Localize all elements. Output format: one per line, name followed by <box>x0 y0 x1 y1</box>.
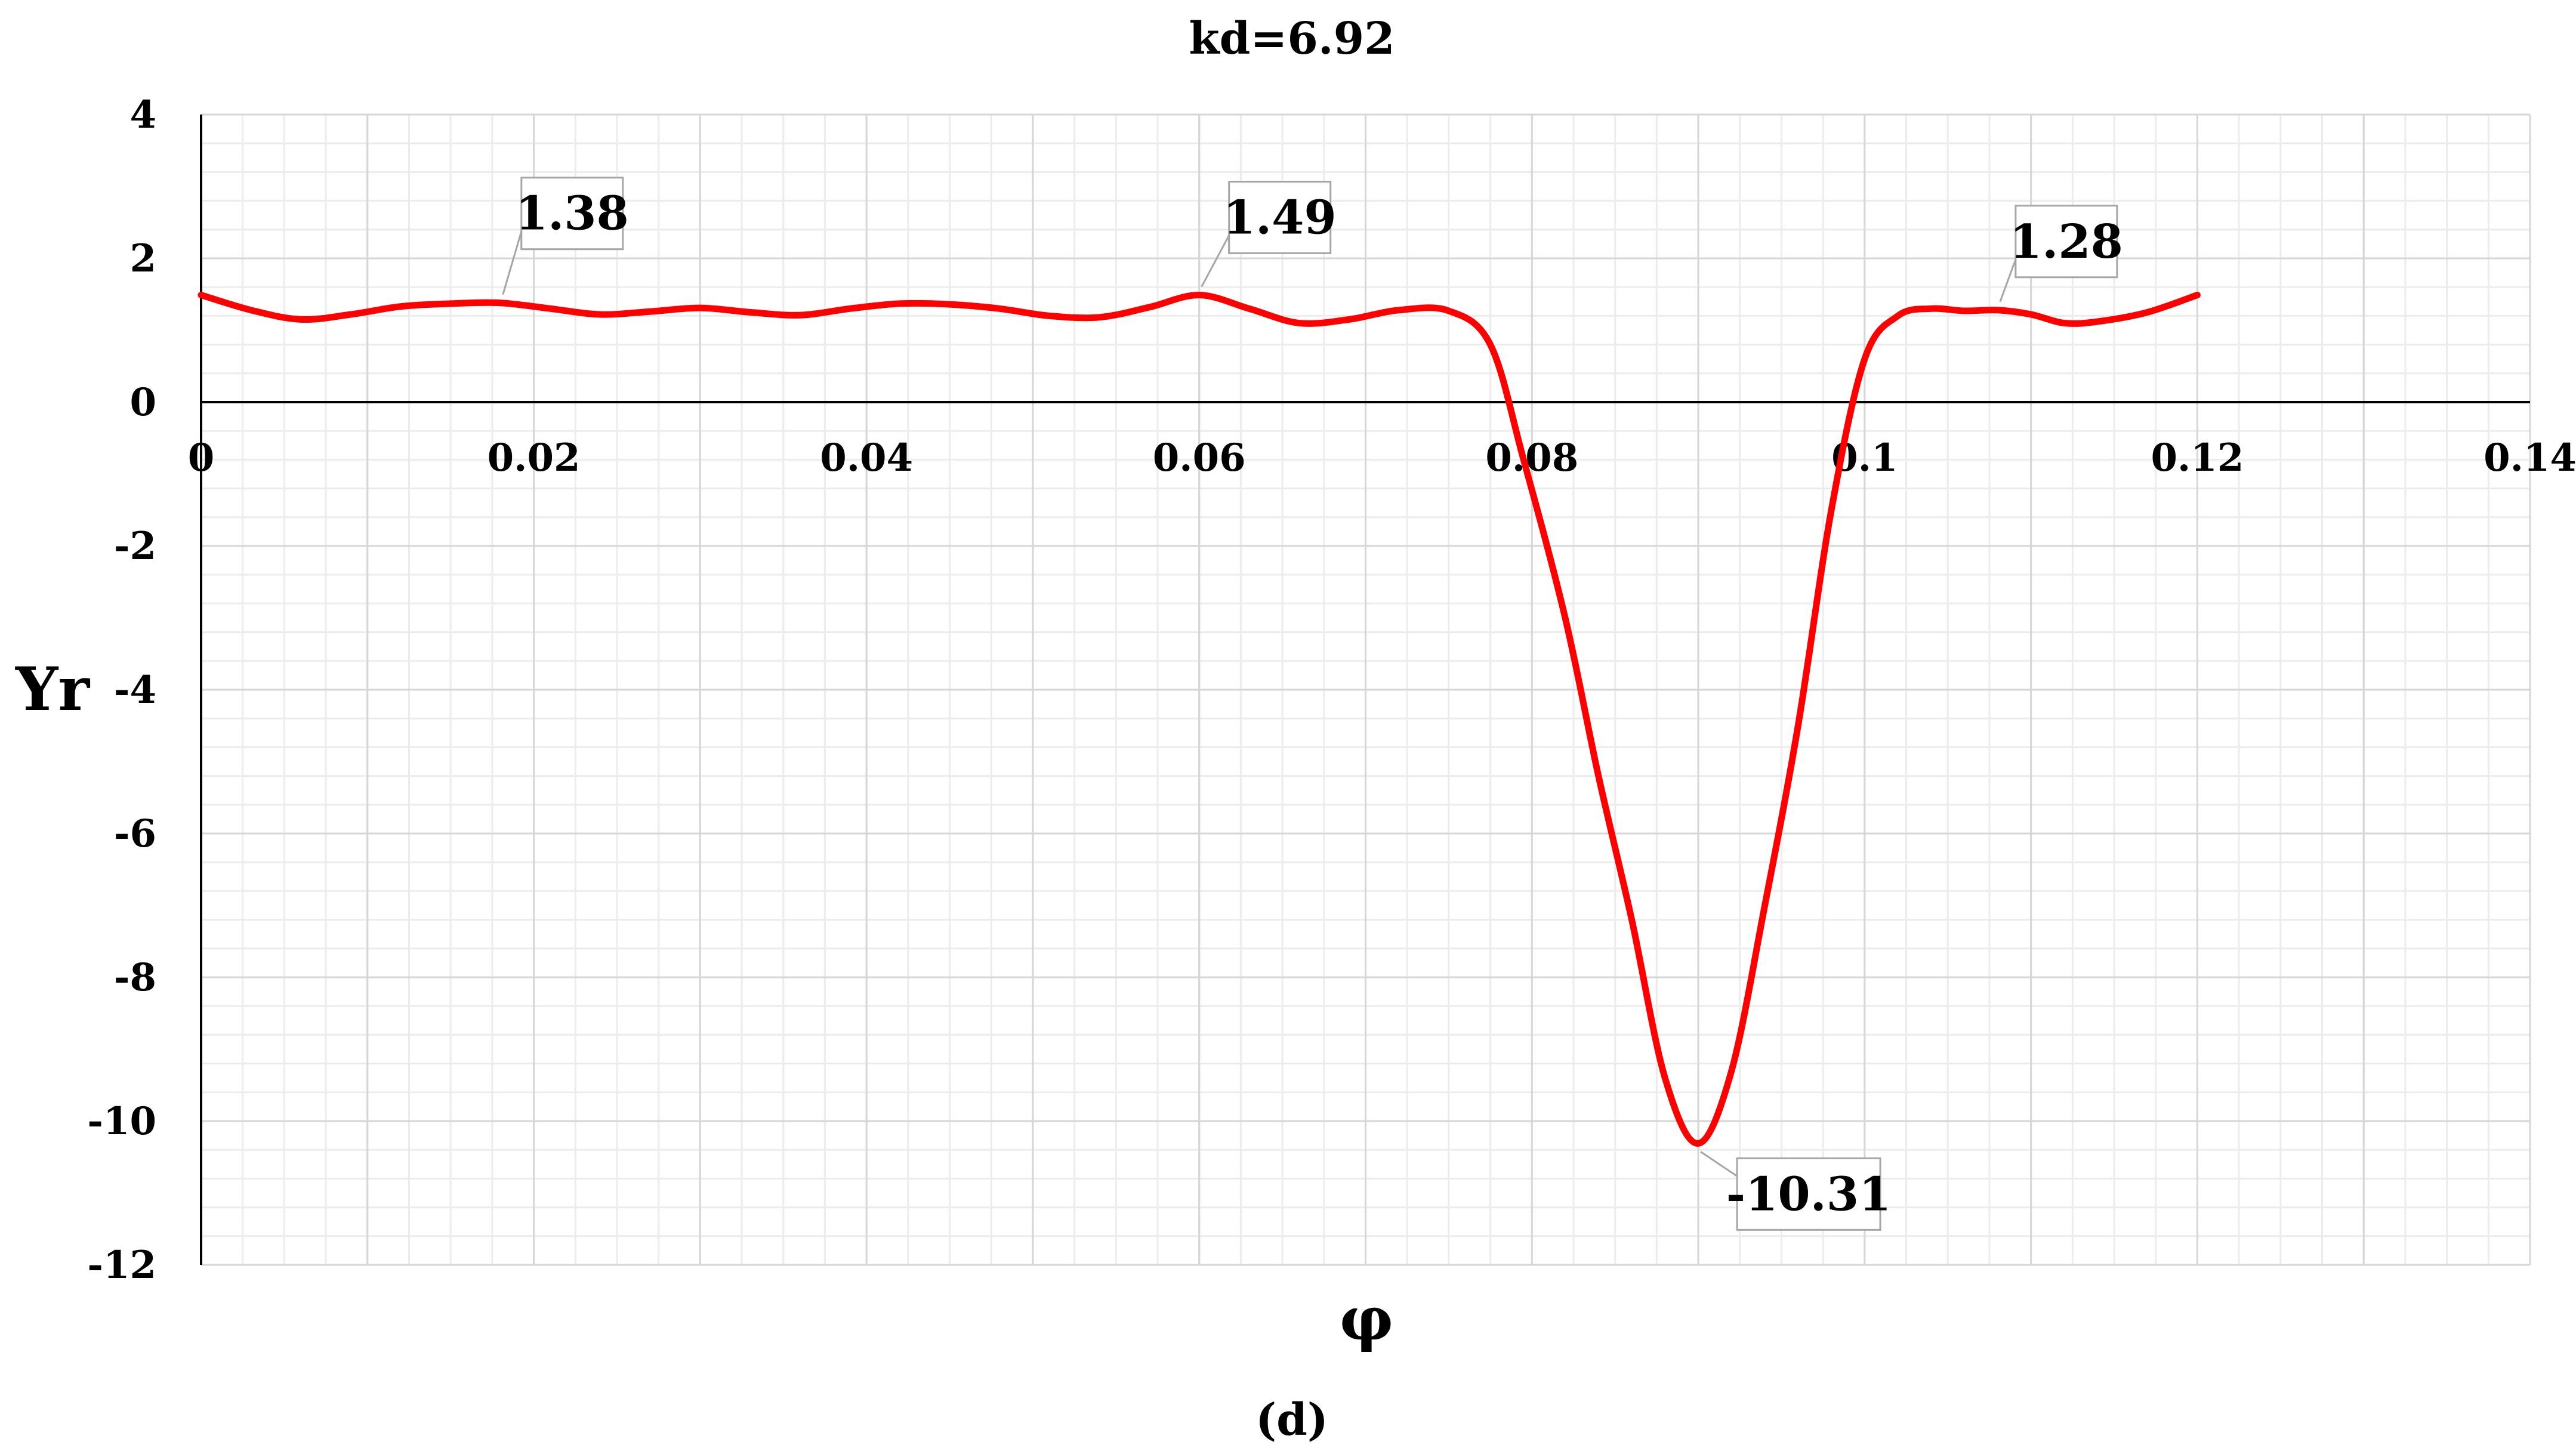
y-tick-label: 4 <box>129 92 156 137</box>
data-label-callout: 1.38 <box>502 177 629 295</box>
grid-layer <box>200 113 2531 1266</box>
x-tick-label: 0.04 <box>820 436 913 480</box>
data-label-callout: 1.28 <box>1999 205 2123 302</box>
tick-labels: 0 0.02 0.04 0.06 0.08 0.1 0.12 0.14420-2-4-6-8-… <box>87 92 2576 1288</box>
data-label: 1.28 <box>2010 215 2123 269</box>
y-tick-label: -10 <box>87 1099 156 1144</box>
data-label-callout: -10.31 <box>1700 1151 1892 1231</box>
y-tick-label: 2 <box>129 236 156 281</box>
series-line <box>198 291 2201 1147</box>
y-tick-label: 0 <box>129 380 156 425</box>
x-tick-label: 0.08 <box>1485 436 1578 480</box>
x-tick-label: 0.14 <box>2484 436 2576 480</box>
y-axis-label: Yr <box>15 654 90 724</box>
callout-box <box>2014 205 2118 279</box>
callout-box <box>520 177 624 251</box>
chart-title: kd=6.92 <box>1189 13 1395 64</box>
y-tick-label: -2 <box>114 524 156 569</box>
y-tick-label: -6 <box>114 811 156 856</box>
x-tick-label: 0 <box>188 436 215 480</box>
series-layer <box>198 291 2201 1147</box>
data-label: 1.49 <box>1223 190 1337 245</box>
data-label-callout: 1.49 <box>1201 180 1337 288</box>
annotations: 1.38 1.49 1.28 -10.31 <box>502 177 2123 1231</box>
y-tick-label: -4 <box>114 668 156 712</box>
x-axis-label: φ <box>1340 1283 1393 1354</box>
x-tick-label: 0.12 <box>2151 436 2244 480</box>
axes-layer <box>200 115 2530 1265</box>
callout-box <box>1228 180 1332 254</box>
y-tick-label: -12 <box>87 1243 156 1288</box>
data-label: 1.38 <box>516 187 629 241</box>
x-tick-label: 0.02 <box>488 436 581 480</box>
x-tick-label: 0.06 <box>1153 436 1246 480</box>
data-label: -10.31 <box>1726 1167 1892 1221</box>
y-tick-label: -8 <box>114 955 156 1000</box>
figure-caption: (d) <box>1255 1394 1328 1446</box>
callout-box <box>1736 1157 1881 1231</box>
